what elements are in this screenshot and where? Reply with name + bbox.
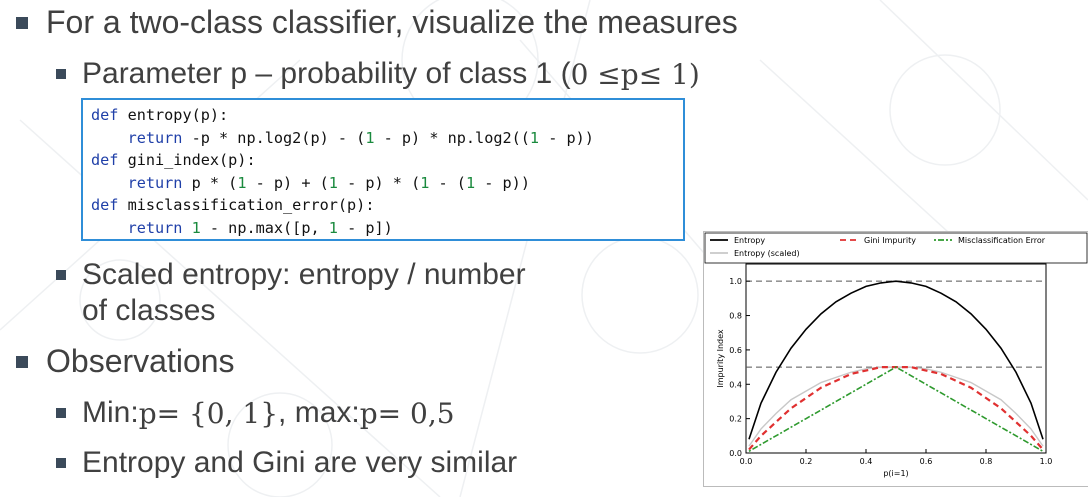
code-text: - p]) [337,218,393,237]
code-keyword: def [91,196,119,215]
code-number: 1 [328,218,338,237]
code-line: def entropy(p): [91,104,675,127]
math-variable-p: p [620,57,639,91]
code-number: 1 [191,218,201,237]
code-text: - np.max([p, [200,218,329,237]
sub-bullet-text: of classes [82,294,216,327]
legend-label: Gini Impurity [864,236,916,245]
code-text: entropy(p): [118,106,229,124]
code-text: - p) + ( [246,173,329,192]
y-tick-label: 0.4 [729,380,742,389]
bullet-text: Observations [46,343,235,379]
code-text: -p * np.log2(p) - ( [182,128,366,147]
impurity-chart-svg: 0.0 0.2 0.4 0.6 0.8 1.0 0.0 0.2 0.4 0.6 0.8 1.0 p(i=… [704,232,1088,478]
code-number: 1 [365,128,375,147]
legend-label: Misclassification Error [958,236,1046,245]
math-min-value: = {0, 1} [156,396,279,430]
legend-box [704,232,1088,264]
code-number: 1 [237,173,247,192]
y-tick-label: 0.0 [729,449,742,458]
code-keyword: return [91,128,183,147]
code-text: p * ( [182,173,238,192]
x-tick-label: 0.4 [860,457,873,466]
code-line: return 1 - np.max([p, 1 - p]) [91,217,675,240]
math-inequality-left: 0 ≤ [570,57,621,91]
sub-bullet-min-max: Min: p = {0, 1}, max: p = 0,5 [56,396,455,430]
y-tick-label: 0.8 [729,312,742,321]
math-variable-p: p [138,396,157,430]
x-axis-label: p(i=1) [883,469,908,478]
code-text: - ( [429,173,466,192]
bullet-marker [56,69,66,79]
bullet-marker [56,408,66,418]
bullet-marker [16,355,28,368]
sub-bullet-parameter-p: Parameter p – probability of class 1 (0 … [56,57,700,91]
math-variable-p: p [359,396,378,430]
code-text: misclassification_error(p): [118,196,375,215]
series-line [748,366,1044,452]
x-tick-label: 0.8 [980,457,993,466]
sub-bullet-text: Min: [82,396,139,429]
code-line: return p * (1 - p) + (1 - p) * (1 - (1 -… [91,172,675,195]
legend-label: Entropy (scaled) [734,249,800,258]
sub-bullet-text: Parameter p – probability of class 1 ( [82,57,571,90]
sub-bullet-similar: Entropy and Gini are very similar [56,446,517,480]
math-inequality-right: ≤ 1) [638,57,700,91]
code-text: - p) * np.log2(( [374,128,530,147]
bullet-text: For a two-class classifier, visualize th… [46,4,738,40]
code-line: def gini_index(p): [91,149,675,172]
y-tick-label: 0.2 [729,415,742,424]
sub-bullet-text: , max: [278,396,360,429]
y-tick-label: 1.0 [729,277,742,286]
code-line: return -p * np.log2(p) - (1 - p) * np.lo… [91,127,675,150]
bullet-marker [56,270,66,280]
bullet-marker [16,16,28,29]
code-text: - p) * ( [337,173,421,192]
x-tick-label: 0.0 [740,457,753,466]
y-tick-label: 0.6 [729,346,742,355]
x-tick-label: 0.6 [920,457,933,466]
code-block: def entropy(p): return -p * np.log2(p) -… [81,98,685,241]
series-line [748,280,1044,440]
code-line: def misclassification_error(p): [91,194,675,217]
code-keyword: def [91,106,119,124]
code-keyword: return [91,173,183,192]
code-text: - p)) [475,173,530,192]
sub-bullet-text: Entropy and Gini are very similar [82,446,518,479]
bullet-visualize-measures: For a two-class classifier, visualize th… [16,4,738,41]
series-line [748,365,1044,451]
math-max-value: = 0,5 [377,396,455,430]
plot-area-frame [745,263,1047,454]
code-text: - p)) [539,128,594,147]
code-number: 1 [529,128,540,147]
code-text [182,219,191,237]
bullet-marker [56,458,66,468]
sub-bullet-text: Scaled entropy: entropy / number [82,258,526,291]
code-number: 1 [420,173,430,192]
code-keyword: return [91,218,183,237]
y-axis-label: Impurity Index [716,329,725,388]
sub-bullet-scaled-entropy-continued: of classes [82,294,215,328]
code-keyword: def [91,151,119,170]
x-tick-label: 1.0 [1040,457,1053,466]
sub-bullet-scaled-entropy: Scaled entropy: entropy / number [56,258,526,292]
legend-label: Entropy [734,236,765,245]
code-number: 1 [465,173,476,192]
code-text: gini_index(p): [118,151,256,170]
impurity-chart: 0.0 0.2 0.4 0.6 0.8 1.0 0.0 0.2 0.4 0.6 0.8 1.0 p(i=… [703,231,1088,487]
code-number: 1 [328,173,338,192]
bullet-observations: Observations [16,343,235,380]
x-tick-label: 0.2 [800,457,813,466]
